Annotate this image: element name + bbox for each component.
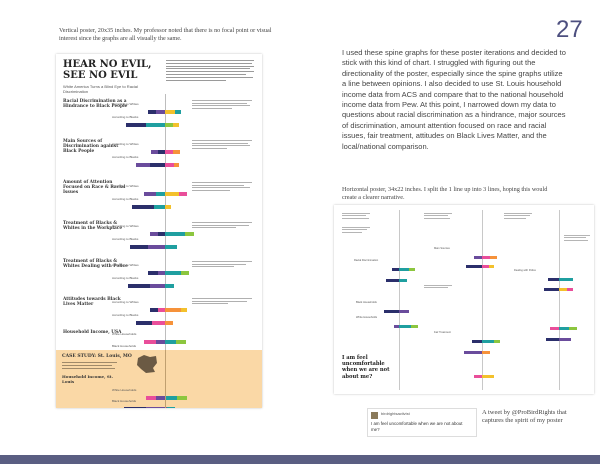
hposter-bar — [466, 255, 494, 268]
section-title: Attitudes towards Black Lives Matter — [63, 297, 121, 307]
horizontal-poster-caption: Horizontal poster, 34x22 inches. I split… — [342, 186, 548, 201]
tweet-caption: A tweet by @ProBirdRights that captures … — [482, 409, 567, 425]
hposter-text-block — [504, 213, 532, 220]
spine-bar — [144, 183, 187, 196]
vposter-spine-axis — [165, 94, 166, 408]
row-label: According to Blacks — [112, 313, 139, 317]
row-label: Black Households — [112, 344, 137, 348]
spine-bar — [136, 154, 179, 167]
hposter-bar — [474, 365, 494, 378]
row-label: According to Blacks — [112, 276, 139, 280]
section-note — [192, 182, 252, 192]
hposter-axis — [399, 210, 400, 390]
row-label: According to Whites — [112, 102, 139, 106]
section-note — [192, 222, 252, 230]
hposter-text-block — [424, 213, 452, 220]
row-label: According to Blacks — [112, 197, 139, 201]
hposter-bar — [544, 278, 573, 291]
hposter-label: Racial Discrimination — [354, 259, 379, 262]
case-study-panel: CASE STUDY: St. Louis, MO Household Inco… — [56, 350, 262, 408]
horizontal-poster: Racial Discrimination Main Sources Black… — [334, 205, 594, 394]
spine-bar — [148, 262, 189, 275]
hposter-bar — [548, 268, 573, 281]
hposter-label: Main Sources — [434, 247, 450, 250]
section-title: Household Income, USA — [63, 330, 122, 335]
spine-bar — [150, 223, 194, 236]
hposter-bar — [384, 300, 409, 313]
row-label: According to Blacks — [112, 237, 139, 241]
hposter-bar — [392, 258, 415, 271]
section-title: Treatment of Blacks & Whites in the Work… — [63, 221, 123, 231]
spine-bar — [128, 275, 174, 288]
hposter-bar — [464, 341, 490, 354]
row-label: According to Blacks — [112, 155, 139, 159]
spine-bar — [126, 114, 179, 127]
hposter-bar — [472, 330, 500, 343]
body-paragraph: I used these spine graphs for these post… — [342, 48, 566, 151]
vertical-poster-caption: Vertical poster, 20x35 inches. My profes… — [59, 27, 272, 42]
hposter-text-block — [342, 213, 370, 220]
case-study-subtitle: Household Income, St. Louis — [62, 374, 114, 384]
row-label: White Households — [112, 332, 137, 336]
row-label: According to Blacks — [112, 115, 139, 119]
page-number: 27 — [556, 16, 583, 43]
section-note — [192, 100, 252, 110]
section-title: Treatment of Blacks & Whites Dealing wit… — [63, 259, 128, 269]
hposter-bar — [394, 315, 418, 328]
vposter-intro-text — [166, 60, 254, 82]
hposter-text-block — [342, 227, 370, 234]
section-title: Racial Discrimination as a Hindrance to … — [63, 99, 128, 109]
row-label: According to Whites — [112, 263, 139, 267]
section-title: Main Sources of Discrimination against B… — [63, 139, 119, 154]
hposter-label: Black Households — [356, 301, 377, 304]
spine-bar — [132, 196, 171, 209]
hposter-bar — [474, 246, 497, 259]
hposter-label: Fair Treatment — [434, 331, 451, 334]
vposter-subtitle: White America Turns a Blind Eye to Racia… — [63, 84, 138, 94]
spine-bar — [130, 236, 177, 249]
section-note — [192, 140, 252, 150]
spine-bar — [148, 101, 181, 114]
hposter-bar — [386, 269, 407, 282]
hposter-title: I am feel uncomfortable when we are not … — [342, 355, 390, 380]
case-study-text — [62, 362, 117, 370]
st-louis-map-icon — [137, 355, 157, 373]
hposter-text-block — [424, 285, 452, 290]
row-label: Black Households — [112, 399, 137, 403]
section-note — [192, 261, 252, 269]
hposter-bar — [546, 328, 571, 341]
row-label: According to Whites — [112, 224, 139, 228]
spine-bar — [124, 343, 173, 356]
row-label: According to Whites — [112, 184, 139, 188]
spine-bar — [144, 331, 186, 344]
hposter-label: Dealing with Police — [514, 269, 536, 272]
hposter-text-block — [564, 235, 592, 242]
case-study-title: CASE STUDY: St. Louis, MO — [62, 354, 132, 359]
section-note — [192, 298, 252, 306]
avatar — [371, 412, 378, 419]
hposter-bar — [550, 317, 577, 330]
row-label: According to Whites — [112, 300, 139, 304]
hposter-axis — [559, 210, 560, 390]
hposter-axis — [482, 210, 483, 390]
tweet-text: I am feel uncomfortable when we are not … — [371, 421, 463, 432]
vposter-title: HEAR NO EVIL, SEE NO EVIL — [63, 59, 152, 81]
spine-bar — [124, 398, 175, 408]
hposter-label: White Households — [356, 316, 378, 319]
spine-bar — [136, 312, 173, 325]
tweet-card: birdrightsactivist I am feel uncomfortab… — [367, 408, 477, 437]
row-label: White Households — [112, 388, 137, 392]
vertical-poster: HEAR NO EVIL, SEE NO EVIL White America … — [56, 54, 262, 408]
section-title: Amount of Attention Focused on Race & Ra… — [63, 180, 126, 195]
spine-bar — [146, 387, 187, 400]
case-spine-axis — [165, 350, 166, 408]
row-label: According to Whites — [112, 142, 139, 146]
bottom-bar — [0, 455, 600, 464]
spine-bar — [151, 141, 180, 154]
tweet-handle: birdrightsactivist — [381, 411, 410, 416]
spine-bar — [150, 299, 187, 312]
